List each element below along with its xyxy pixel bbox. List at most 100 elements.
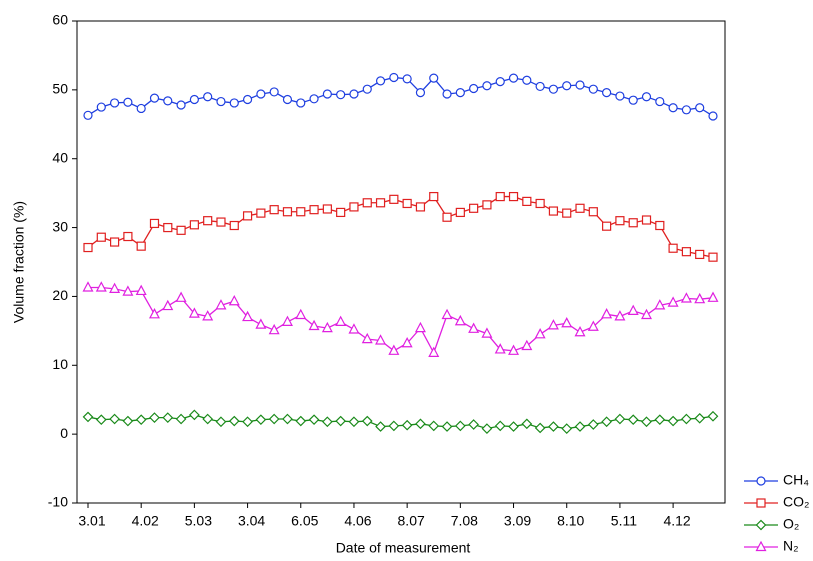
data-point: [256, 208, 266, 218]
data-point: [295, 308, 307, 320]
legend-marker: [756, 498, 766, 508]
data-point: [203, 92, 213, 102]
data-point: [587, 320, 599, 331]
data-point: [562, 81, 572, 91]
data-point: [602, 221, 612, 231]
x-tick-label: 4.06: [344, 513, 371, 529]
data-point: [135, 284, 147, 296]
y-tick-label: -10: [48, 494, 68, 510]
data-point: [281, 315, 293, 327]
data-point: [482, 81, 492, 91]
data-point: [228, 415, 240, 427]
data-point: [269, 205, 279, 215]
data-point: [175, 413, 187, 425]
data-point: [375, 198, 386, 208]
data-point: [401, 336, 413, 348]
data-point: [469, 203, 479, 213]
data-point: [561, 317, 573, 328]
x-tick-label: 3.04: [238, 513, 265, 529]
data-point: [162, 299, 174, 311]
data-point: [82, 411, 94, 423]
data-point: [454, 314, 466, 326]
plot-frame: [76, 20, 726, 504]
data-point: [442, 212, 452, 222]
data-point: [628, 218, 638, 228]
data-point: [654, 299, 666, 310]
data-point: [575, 80, 585, 90]
data-point: [429, 191, 439, 202]
data-point: [695, 249, 705, 260]
data-point: [255, 318, 267, 329]
data-point: [375, 421, 386, 432]
data-point: [641, 416, 652, 428]
data-point: [189, 94, 199, 105]
y-tick-label: 0: [60, 425, 68, 441]
legend-marker: [756, 476, 766, 486]
data-point: [242, 94, 253, 105]
data-point: [203, 216, 213, 226]
data-point: [123, 97, 133, 107]
data-point: [309, 94, 319, 104]
data-point: [148, 308, 160, 319]
data-point: [454, 420, 466, 432]
data-point: [548, 84, 559, 94]
data-point: [441, 308, 453, 320]
data-point: [96, 102, 106, 112]
data-point: [469, 83, 479, 94]
data-point: [216, 96, 226, 107]
data-point: [681, 413, 692, 425]
data-point: [215, 416, 227, 428]
data-point: [176, 100, 186, 110]
data-point: [428, 420, 440, 432]
data-point: [694, 412, 706, 424]
data-point: [442, 89, 452, 99]
data-point: [149, 412, 160, 423]
data-point: [455, 88, 465, 98]
data-point: [574, 325, 586, 337]
data-point: [308, 319, 320, 331]
data-point: [109, 237, 120, 247]
data-point: [388, 344, 400, 355]
x-tick-label: 5.11: [611, 513, 637, 529]
legend-label: N₂: [783, 538, 799, 554]
data-point: [83, 110, 93, 120]
x-tick-label: 7.08: [451, 513, 478, 529]
y-tick-label: 60: [52, 12, 68, 28]
data-point: [535, 81, 545, 92]
data-point: [562, 208, 572, 218]
data-point: [627, 304, 639, 315]
data-point: [614, 310, 626, 321]
data-point: [468, 322, 480, 333]
data-point: [535, 198, 545, 209]
data-point: [547, 319, 559, 330]
data-point: [414, 321, 426, 333]
data-point: [614, 413, 626, 425]
data-point: [561, 423, 573, 434]
y-tick-label: 40: [52, 149, 68, 165]
x-tick-label: 6.05: [291, 513, 318, 529]
data-point: [680, 292, 692, 303]
data-point: [534, 328, 546, 339]
data-point: [83, 242, 93, 253]
data-point: [136, 241, 146, 251]
data-point: [242, 416, 253, 428]
data-point: [229, 220, 239, 231]
legend-label: CO₂: [783, 494, 809, 510]
data-point: [654, 414, 666, 426]
data-point: [615, 216, 625, 226]
data-point: [308, 414, 320, 426]
y-tick-label: 10: [52, 356, 68, 372]
data-point: [149, 93, 160, 103]
data-point: [707, 291, 719, 302]
data-point: [668, 103, 678, 113]
data-point: [202, 413, 214, 425]
data-point: [681, 105, 692, 115]
data-point: [508, 73, 519, 83]
data-point: [188, 307, 200, 318]
legend-label: O₂: [783, 516, 799, 532]
data-point: [322, 204, 332, 214]
data-point: [468, 419, 479, 430]
data-point: [494, 343, 506, 354]
data-point: [95, 281, 107, 292]
